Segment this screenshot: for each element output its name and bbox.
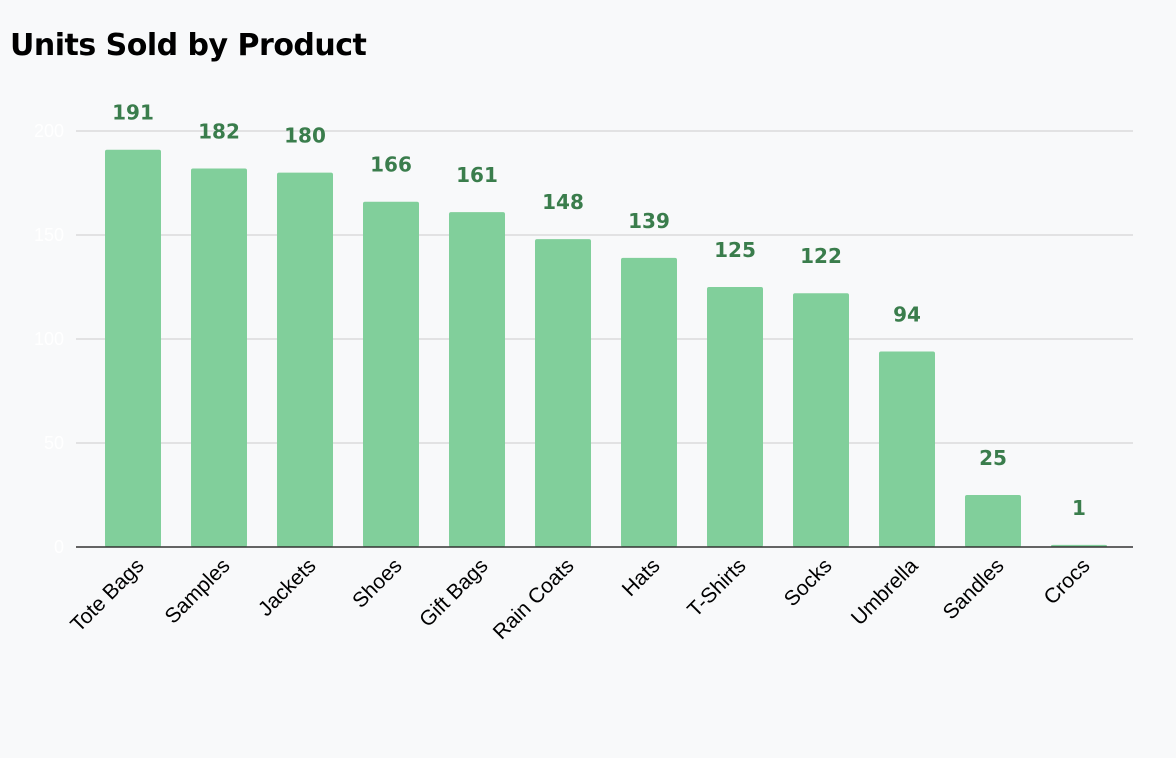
bar: [191, 168, 247, 547]
data-label: 161: [456, 163, 498, 187]
x-tick-label: Gift Bags: [415, 554, 492, 631]
bar: [879, 351, 935, 547]
x-tick-label: Tote Bags: [66, 554, 148, 636]
x-tick-label: Hats: [618, 554, 665, 601]
y-tick-label: 100: [34, 329, 64, 349]
x-tick-label: Crocs: [1039, 554, 1094, 609]
y-tick-label: 50: [44, 433, 64, 453]
x-tick-label: Samples: [160, 554, 234, 628]
data-label: 191: [112, 101, 154, 125]
data-label: 25: [979, 446, 1007, 470]
data-label: 122: [800, 244, 842, 268]
x-tick-label: Socks: [780, 554, 837, 611]
y-tick-label: 200: [34, 121, 64, 141]
data-label: 182: [198, 119, 240, 143]
x-tick-label: Sandles: [939, 554, 1009, 624]
bar: [707, 287, 763, 547]
bar: [449, 212, 505, 547]
bar: [621, 257, 677, 547]
y-tick-label: 150: [34, 225, 64, 245]
bar: [105, 149, 161, 547]
data-label: 125: [714, 238, 756, 262]
data-label: 148: [542, 190, 584, 214]
bar: [965, 495, 1021, 547]
bar: [535, 239, 591, 547]
x-tick-label: Umbrella: [847, 554, 923, 630]
bar: [793, 293, 849, 547]
x-tick-label: T-Shirts: [683, 554, 750, 621]
data-label: 139: [628, 209, 670, 233]
x-tick-label: Rain Coats: [489, 554, 579, 644]
data-label: 1: [1072, 496, 1086, 520]
data-label: 166: [370, 153, 412, 177]
bar: [277, 172, 333, 547]
x-tick-label: Jackets: [254, 554, 321, 621]
data-label: 180: [284, 124, 326, 148]
y-tick-label: 0: [54, 537, 64, 557]
x-tick-label: Shoes: [348, 554, 406, 612]
data-label: 94: [893, 302, 921, 326]
chart-title: Units Sold by Product: [10, 28, 367, 63]
bar: [363, 201, 419, 547]
